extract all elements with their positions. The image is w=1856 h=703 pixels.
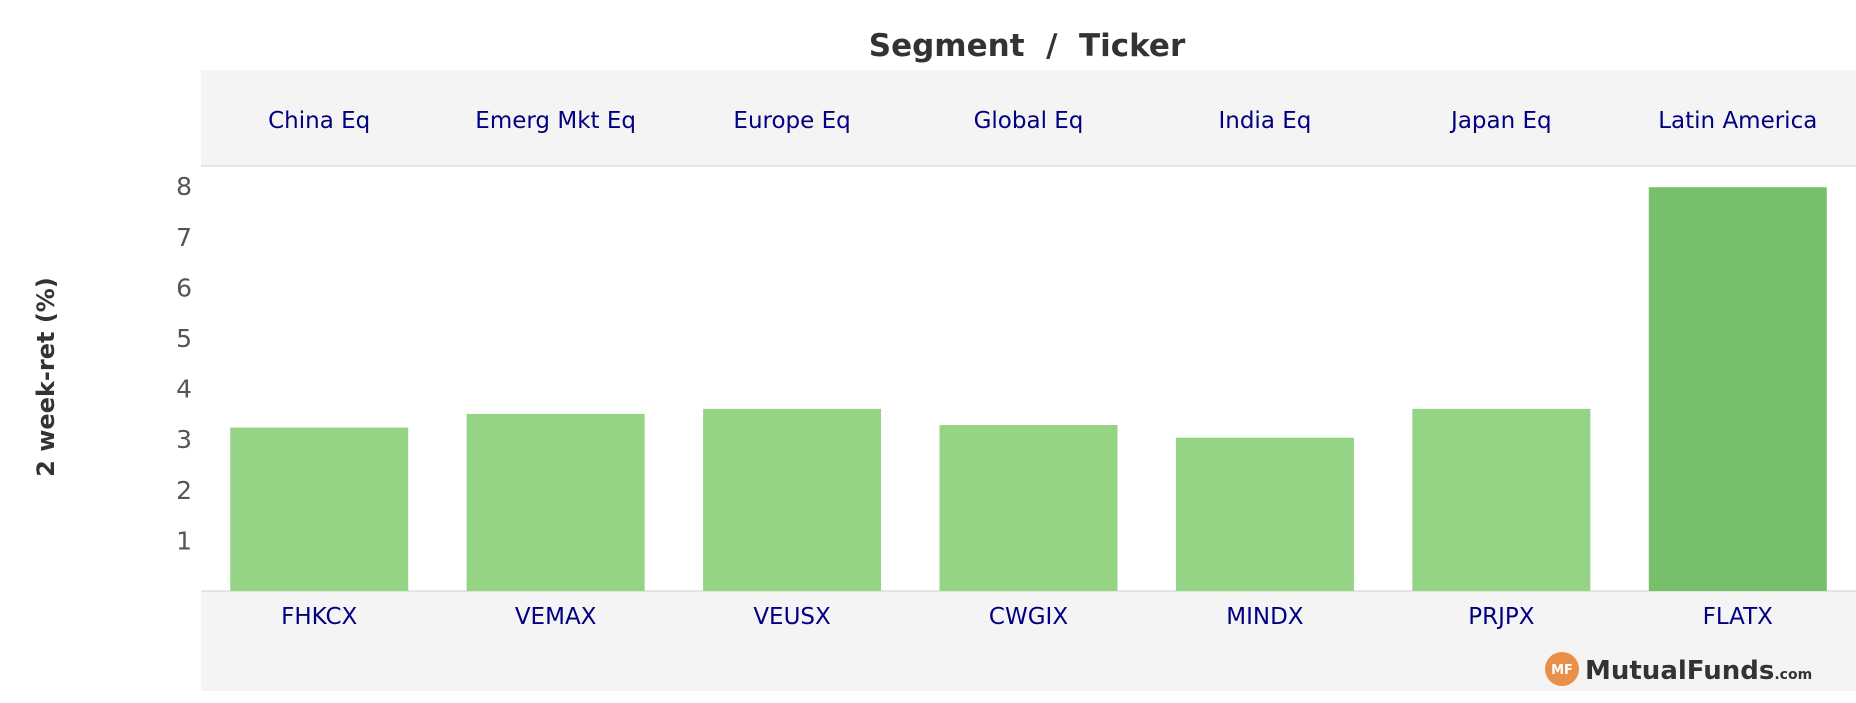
x-tick-label: VEMAX <box>515 604 597 630</box>
bar <box>230 427 409 591</box>
logo-name-main: MutualFunds <box>1585 656 1774 686</box>
mutualfunds-logo: MF MutualFunds.com <box>1545 652 1812 686</box>
x-tick-label: PRJPX <box>1468 604 1535 630</box>
logo-name: MutualFunds.com <box>1585 656 1812 686</box>
y-tick-label: 3 <box>176 425 192 454</box>
bar <box>466 413 645 591</box>
bar <box>1175 437 1354 591</box>
segment-label: Emerg Mkt Eq <box>475 108 636 134</box>
bar <box>703 408 882 591</box>
segment-label: China Eq <box>268 108 370 134</box>
ticker-axis-panel <box>201 591 1856 691</box>
x-tick-label: VEUSX <box>753 604 831 630</box>
bar <box>1412 408 1591 591</box>
x-axis-tick-labels: FHKCX VEMAX VEUSX CWGIX MINDX PRJPX FLATX <box>281 604 1773 630</box>
segment-label: Europe Eq <box>733 108 850 134</box>
segment-labels: China Eq Emerg Mkt Eq Europe Eq Global Eq In… <box>268 108 1817 134</box>
bars <box>230 187 1827 591</box>
segment-label: Global Eq <box>974 108 1084 134</box>
mf-badge-icon <box>1545 652 1579 686</box>
x-tick-label: MINDX <box>1226 604 1304 630</box>
x-tick-label: FHKCX <box>281 604 357 630</box>
y-tick-label: 1 <box>176 526 192 555</box>
y-tick-label: 6 <box>176 273 192 302</box>
segment-label: Japan Eq <box>1449 108 1552 134</box>
y-tick-label: 4 <box>176 375 192 404</box>
logo-badge-text: MF <box>1551 663 1573 678</box>
x-tick-label: CWGIX <box>989 604 1068 630</box>
logo-name-suffix: .com <box>1774 667 1812 683</box>
y-tick-label: 2 <box>176 476 192 505</box>
y-tick-label: 8 <box>176 172 192 201</box>
chart-title: Segment / Ticker <box>869 28 1186 64</box>
bar <box>939 425 1118 591</box>
x-tick-label: FLATX <box>1703 604 1774 630</box>
segment-label: Latin America <box>1658 108 1817 134</box>
y-axis-ticks: 1 2 3 4 5 6 7 8 <box>176 172 192 555</box>
y-tick-label: 5 <box>176 324 192 353</box>
y-tick-label: 7 <box>176 223 192 252</box>
segment-label: India Eq <box>1218 108 1311 134</box>
y-axis-label: 2 week-ret (%) <box>32 277 60 477</box>
segment-header-panel <box>201 70 1856 166</box>
bar <box>1648 187 1827 591</box>
